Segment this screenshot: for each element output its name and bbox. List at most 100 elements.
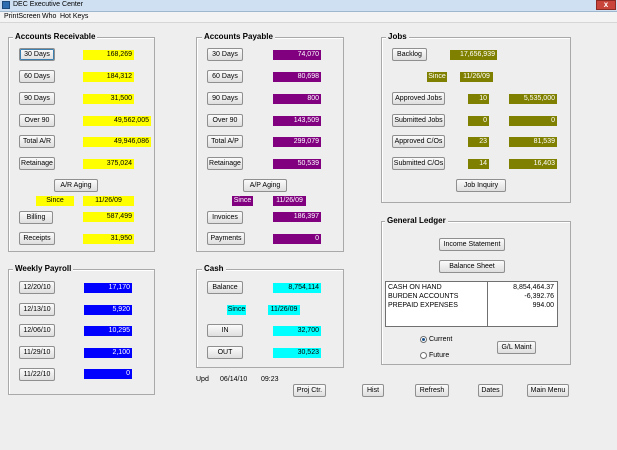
ap-over-90-value: 143,509 bbox=[273, 116, 321, 126]
ar-90-days-button[interactable]: 90 Days bbox=[19, 92, 55, 105]
ap-invoices-button[interactable]: Invoices bbox=[207, 211, 243, 224]
payroll-week-button-4[interactable]: 11/29/10 bbox=[19, 346, 55, 359]
jobs-approved-cos-count: 23 bbox=[468, 137, 489, 147]
gl-summary-list[interactable]: CASH ON HAND 8,854,464.37 BURDEN ACCOUNT… bbox=[385, 281, 558, 327]
ar-over-90-button[interactable]: Over 90 bbox=[19, 114, 55, 127]
current-radio-button[interactable] bbox=[420, 336, 427, 343]
cash-balance-value: 8,754,114 bbox=[273, 283, 321, 293]
window-title: DEC Executive Center bbox=[13, 1, 84, 8]
ar-billing-value: 587,499 bbox=[83, 212, 134, 222]
refresh-button[interactable]: Refresh bbox=[415, 384, 449, 397]
ar-billing-button[interactable]: Billing bbox=[19, 211, 53, 224]
updated-label: Upd bbox=[196, 376, 209, 383]
ap-since-label: Since bbox=[232, 196, 253, 206]
cash-balance-button[interactable]: Balance bbox=[207, 281, 243, 294]
ar-retainage-value: 375,024 bbox=[83, 159, 134, 169]
payroll-week-button-2[interactable]: 12/13/10 bbox=[19, 303, 55, 316]
ar-total-value: 49,946,086 bbox=[83, 137, 151, 147]
payroll-week-button-5[interactable]: 11/22/10 bbox=[19, 368, 55, 381]
updated-date: 06/14/10 bbox=[220, 376, 248, 383]
ap-aging-button[interactable]: A/P Aging bbox=[243, 179, 287, 192]
ap-90-days-value: 800 bbox=[273, 94, 321, 104]
balance-sheet-button[interactable]: Balance Sheet bbox=[439, 260, 505, 273]
jobs-approved-jobs-button[interactable]: Approved Jobs bbox=[392, 92, 445, 105]
jobs-submitted-jobs-button[interactable]: Submitted Jobs bbox=[392, 114, 445, 127]
ar-over-90-value: 49,562,005 bbox=[83, 116, 151, 126]
main-menu-button[interactable]: Main Menu bbox=[527, 384, 569, 397]
job-inquiry-button[interactable]: Job Inquiry bbox=[456, 179, 506, 192]
title-bar: DEC Executive Center x bbox=[0, 0, 617, 12]
ap-60-days-button[interactable]: 60 Days bbox=[207, 70, 243, 83]
gl-maint-button[interactable]: G/L Maint bbox=[497, 341, 536, 354]
ar-receipts-button[interactable]: Receipts bbox=[19, 232, 55, 245]
jobs-approved-jobs-value: 5,535,000 bbox=[509, 94, 557, 104]
accounts-payable-title: Accounts Payable bbox=[202, 32, 275, 41]
gl-row-value-2: -6,392.76 bbox=[524, 293, 554, 300]
dates-button[interactable]: Dates bbox=[478, 384, 503, 397]
cash-in-button[interactable]: IN bbox=[207, 324, 243, 337]
menu-printscreen[interactable]: PrintScreen bbox=[4, 13, 41, 20]
ap-retainage-value: 50,539 bbox=[273, 159, 321, 169]
jobs-backlog-value: 17,656,939 bbox=[450, 50, 497, 60]
jobs-submitted-jobs-count: 0 bbox=[468, 116, 489, 126]
ap-retainage-button[interactable]: Retainage bbox=[207, 157, 243, 170]
general-ledger-title: General Ledger bbox=[385, 216, 448, 225]
menu-bar: PrintScreen Who Hot Keys bbox=[0, 12, 617, 23]
menu-hotkeys[interactable]: Hot Keys bbox=[60, 13, 89, 20]
income-statement-button[interactable]: Income Statement bbox=[439, 238, 505, 251]
jobs-submitted-cos-button[interactable]: Submitted C/Os bbox=[392, 157, 445, 170]
ap-60-days-value: 80,698 bbox=[273, 72, 321, 82]
jobs-since-label: Since bbox=[427, 72, 447, 82]
gl-row-value-3: 994.00 bbox=[532, 302, 554, 309]
current-radio-label: Current bbox=[429, 336, 453, 343]
future-radio-button[interactable] bbox=[420, 352, 427, 359]
ar-90-days-value: 31,500 bbox=[83, 94, 134, 104]
ap-over-90-button[interactable]: Over 90 bbox=[207, 114, 243, 127]
ar-60-days-button[interactable]: 60 Days bbox=[19, 70, 55, 83]
weekly-payroll-title: Weekly Payroll bbox=[13, 264, 74, 273]
gl-row-label-3: PREPAID EXPENSES bbox=[388, 302, 458, 309]
ar-retainage-button[interactable]: Retainage bbox=[19, 157, 55, 170]
cash-out-value: 30,523 bbox=[273, 348, 321, 358]
jobs-backlog-button[interactable]: Backlog bbox=[392, 48, 427, 61]
ap-30-days-button[interactable]: 30 Days bbox=[207, 48, 243, 61]
ap-30-days-value: 74,070 bbox=[273, 50, 321, 60]
cash-since-label: Since bbox=[227, 305, 246, 315]
ar-since-date: 11/26/09 bbox=[83, 196, 134, 206]
payroll-week-button-1[interactable]: 12/20/10 bbox=[19, 281, 55, 294]
ar-30-days-value: 168,269 bbox=[83, 50, 134, 60]
payroll-week-button-3[interactable]: 12/06/10 bbox=[19, 324, 55, 337]
ap-payments-button[interactable]: Payments bbox=[207, 232, 245, 245]
cash-out-button[interactable]: OUT bbox=[207, 346, 243, 359]
menu-who[interactable]: Who bbox=[42, 13, 57, 20]
jobs-approved-cos-button[interactable]: Approved C/Os bbox=[392, 135, 445, 148]
ar-total-button[interactable]: Total A/R bbox=[19, 135, 55, 148]
ap-90-days-button[interactable]: 90 Days bbox=[207, 92, 243, 105]
jobs-approved-cos-value: 81,539 bbox=[509, 137, 557, 147]
general-ledger-panel bbox=[381, 221, 571, 365]
cash-title: Cash bbox=[202, 264, 226, 273]
gl-row-label-1: CASH ON HAND bbox=[388, 284, 442, 291]
jobs-submitted-jobs-value: 0 bbox=[509, 116, 557, 126]
payroll-week-value-4: 2,100 bbox=[84, 348, 132, 358]
jobs-title: Jobs bbox=[386, 32, 409, 41]
history-button[interactable]: Hist bbox=[362, 384, 384, 397]
gl-row-label-2: BURDEN ACCOUNTS bbox=[388, 293, 459, 300]
ar-30-days-button[interactable]: 30 Days bbox=[19, 48, 55, 61]
updated-time: 09:23 bbox=[261, 376, 279, 383]
payroll-week-value-1: 17,170 bbox=[84, 283, 132, 293]
jobs-submitted-cos-count: 14 bbox=[468, 159, 489, 169]
cash-since-date: 11/26/09 bbox=[268, 305, 300, 315]
jobs-approved-jobs-count: 10 bbox=[468, 94, 489, 104]
ar-since-label: Since bbox=[36, 196, 74, 206]
ar-aging-button[interactable]: A/R Aging bbox=[54, 179, 98, 192]
ar-60-days-value: 184,312 bbox=[83, 72, 134, 82]
jobs-since-date: 11/26/09 bbox=[460, 72, 493, 82]
app-icon bbox=[2, 1, 10, 9]
jobs-submitted-cos-value: 16,403 bbox=[509, 159, 557, 169]
project-center-button[interactable]: Proj Ctr. bbox=[293, 384, 326, 397]
close-icon[interactable]: x bbox=[596, 0, 616, 10]
jobs-panel bbox=[381, 37, 571, 203]
ap-total-button[interactable]: Total A/P bbox=[207, 135, 243, 148]
payroll-week-value-3: 10,295 bbox=[84, 326, 132, 336]
